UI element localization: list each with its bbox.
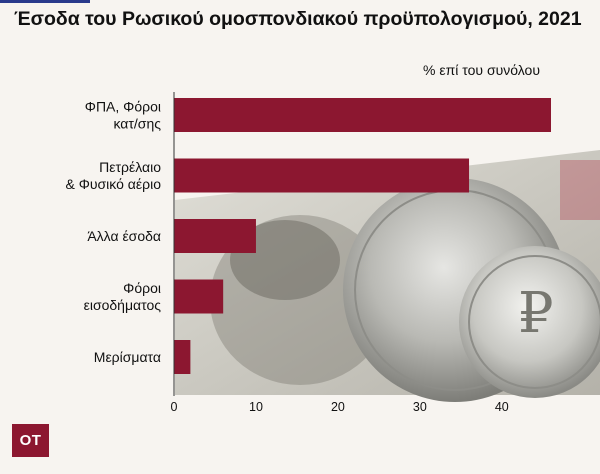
category-labels: ΦΠΑ, Φόροι κατ/σης Πετρέλαιο & Φυσικό αέριο… [65,99,161,366]
bar [174,98,551,132]
coin-ruble-icon [459,246,600,398]
x-tick-label: 40 [495,400,509,414]
ot-logo: ΟΤ [12,424,49,457]
category-label: Πετρέλαιο & Φυσικό αέριο [65,159,161,192]
x-tick-label: 0 [171,400,178,414]
chart-title: Έσοδα του Ρωσικού ομοσπονδιακού προϋπολο… [14,8,582,30]
x-tick-label: 10 [249,400,263,414]
bar [174,340,191,374]
category-label: ΦΠΑ, Φόροι κατ/σης [85,99,161,132]
background-photo: ₽ [175,150,600,402]
x-tick-label: 30 [413,400,427,414]
bar [174,158,470,193]
bar [174,279,224,314]
x-tick-labels: 0 10 20 30 40 [171,400,509,414]
top-accent-bar [0,0,90,3]
svg-text:₽: ₽ [518,281,554,346]
category-label: Μερίσματα [94,349,161,365]
bar [174,219,256,253]
category-label: Άλλα έσοδα [87,228,161,244]
x-tick-label: 20 [331,400,345,414]
category-label: Φόροι εισοδήματος [84,280,162,313]
bars-group [174,98,551,374]
unit-label: % επί του συνόλου [423,62,540,78]
